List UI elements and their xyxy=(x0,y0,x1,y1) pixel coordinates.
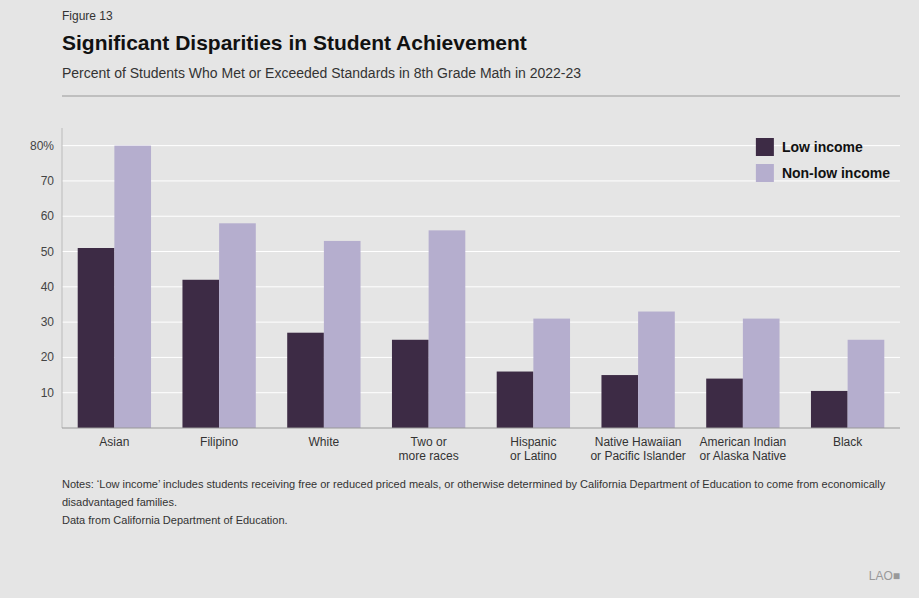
y-tick-label: 20 xyxy=(41,350,55,364)
y-tick-label: 50 xyxy=(41,245,55,259)
note: disadvantaged families. xyxy=(62,496,177,508)
x-tick-label: Black xyxy=(833,435,863,449)
bar xyxy=(706,379,743,428)
x-tick-label: Hispanicor Latino xyxy=(510,435,557,463)
bars xyxy=(78,146,885,428)
x-tick-label: Asian xyxy=(99,435,129,449)
y-axis-line xyxy=(62,128,63,428)
divider xyxy=(62,96,900,97)
note: Data from California Department of Educa… xyxy=(62,514,288,526)
bar xyxy=(287,333,324,428)
y-tick-label: 60 xyxy=(41,209,55,223)
title: Significant Disparities in Student Achie… xyxy=(62,31,527,54)
bar xyxy=(811,391,848,428)
bar xyxy=(392,340,429,428)
legend-label: Non-low income xyxy=(782,165,890,181)
bar xyxy=(638,312,675,428)
x-tick-label: American Indianor Alaska Native xyxy=(700,435,787,463)
bar xyxy=(533,319,570,428)
bar xyxy=(601,375,638,428)
grid-line xyxy=(62,145,900,146)
legend-item: Low income xyxy=(756,138,863,156)
bar xyxy=(324,241,361,428)
legend: Low income Non-low income xyxy=(756,138,890,182)
x-tick-label: Two ormore races xyxy=(399,435,459,463)
chart: Figure 13 Significant Disparities in Stud… xyxy=(0,0,919,598)
bar xyxy=(743,319,780,428)
bar xyxy=(182,280,219,428)
bar xyxy=(219,223,256,428)
grid-line xyxy=(62,251,900,252)
x-tick-label: Filipino xyxy=(200,435,238,449)
legend-swatch xyxy=(756,138,774,156)
background xyxy=(0,0,919,598)
x-tick-label: Native Hawaiianor Pacific Islander xyxy=(590,435,685,463)
y-tick-label: 40 xyxy=(41,280,55,294)
bar xyxy=(114,146,151,428)
y-tick-label: 80% xyxy=(30,139,54,153)
note: Notes: ‘Low income’ includes students re… xyxy=(62,478,886,490)
figure-label: Figure 13 xyxy=(62,9,113,23)
legend-item: Non-low income xyxy=(756,164,890,182)
subtitle: Percent of Students Who Met or Exceeded … xyxy=(62,65,581,81)
x-axis-line xyxy=(62,428,900,429)
y-tick-label: 30 xyxy=(41,315,55,329)
legend-label: Low income xyxy=(782,139,863,155)
bar xyxy=(848,340,885,428)
x-tick-label: White xyxy=(309,435,340,449)
y-tick-label: 70 xyxy=(41,174,55,188)
grid-line xyxy=(62,180,900,181)
bar xyxy=(78,248,115,428)
grid-line xyxy=(62,216,900,217)
logo: LAO■ xyxy=(869,569,900,583)
legend-swatch xyxy=(756,164,774,182)
bar xyxy=(497,372,534,428)
bar xyxy=(429,230,466,428)
y-tick-label: 10 xyxy=(41,386,55,400)
